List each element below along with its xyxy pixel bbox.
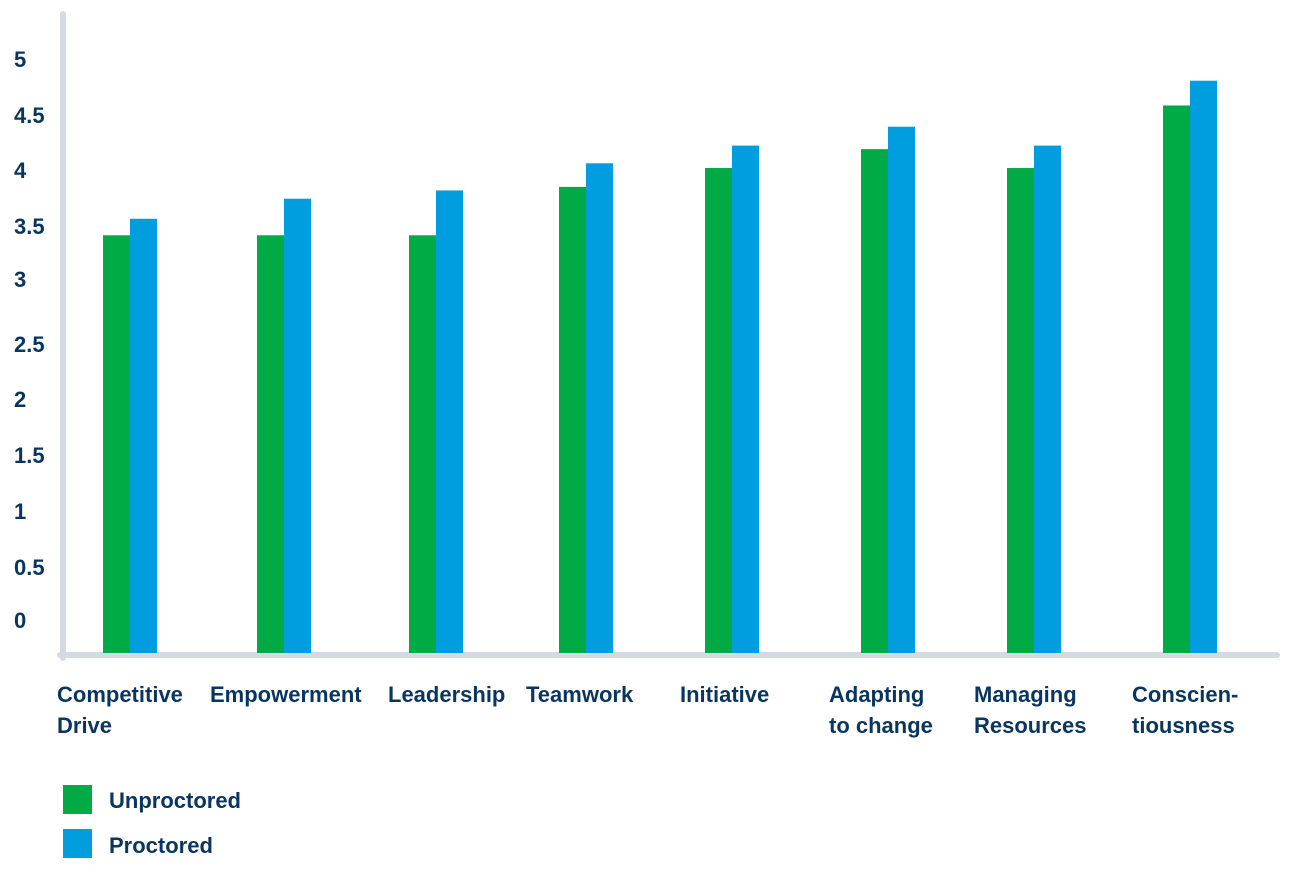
y-tick-label: 4.5 — [14, 103, 45, 128]
x-category-label: Managing Resources — [974, 682, 1087, 738]
x-axis-category-labels: Competitive Drive Empowerment Leadership Tea… — [57, 682, 1238, 738]
y-tick-label: 4 — [14, 158, 27, 183]
x-category-label: Leadership — [388, 682, 505, 707]
bar-proctored-3 — [586, 163, 613, 654]
y-tick-label: 1 — [14, 499, 26, 524]
bar-proctored-4 — [732, 145, 759, 653]
bar-unproctored-3 — [559, 186, 586, 653]
legend: Unproctored Proctored — [63, 785, 241, 858]
bar-proctored-1 — [284, 198, 311, 653]
legend-label-proctored: Proctored — [109, 833, 213, 858]
y-tick-label: 0.5 — [14, 555, 45, 580]
bar-unproctored-7 — [1163, 105, 1190, 654]
bar-unproctored-0 — [103, 235, 130, 653]
y-tick-label: 1.5 — [14, 443, 45, 468]
x-category-label: Empowerment — [210, 682, 362, 707]
bar-proctored-7 — [1190, 80, 1217, 653]
bar-proctored-2 — [436, 190, 463, 653]
y-tick-label: 3 — [14, 267, 26, 292]
x-category-label: Adapting to change — [829, 682, 933, 738]
bar-proctored-5 — [888, 126, 915, 654]
chart-axes — [57, 11, 1280, 661]
bar-unproctored-6 — [1007, 168, 1034, 653]
bar-unproctored-4 — [705, 168, 732, 653]
legend-label-unproctored: Unproctored — [109, 788, 241, 813]
x-category-label: Teamwork — [526, 682, 634, 707]
y-tick-label: 3.5 — [14, 214, 45, 239]
y-tick-label: 0 — [14, 608, 26, 633]
x-category-label: Competitive Drive — [57, 682, 183, 738]
y-tick-label: 2.5 — [14, 332, 45, 357]
bar-proctored-6 — [1034, 145, 1061, 653]
legend-swatch-proctored — [63, 829, 92, 858]
legend-swatch-unproctored — [63, 785, 92, 814]
y-axis-tick-labels: 0 0.5 1 1.5 2 2.5 3 3.5 4 4.5 5 — [14, 47, 45, 633]
bar-unproctored-5 — [861, 149, 888, 653]
y-tick-label: 5 — [14, 47, 26, 72]
x-category-label: Initiative — [680, 682, 769, 707]
x-category-label: Conscien-tiousness — [1132, 682, 1238, 738]
bar-unproctored-2 — [409, 235, 436, 653]
y-tick-label: 2 — [14, 387, 26, 412]
bar-unproctored-1 — [257, 235, 284, 653]
bar-series — [103, 80, 1217, 654]
bar-proctored-0 — [130, 218, 157, 653]
